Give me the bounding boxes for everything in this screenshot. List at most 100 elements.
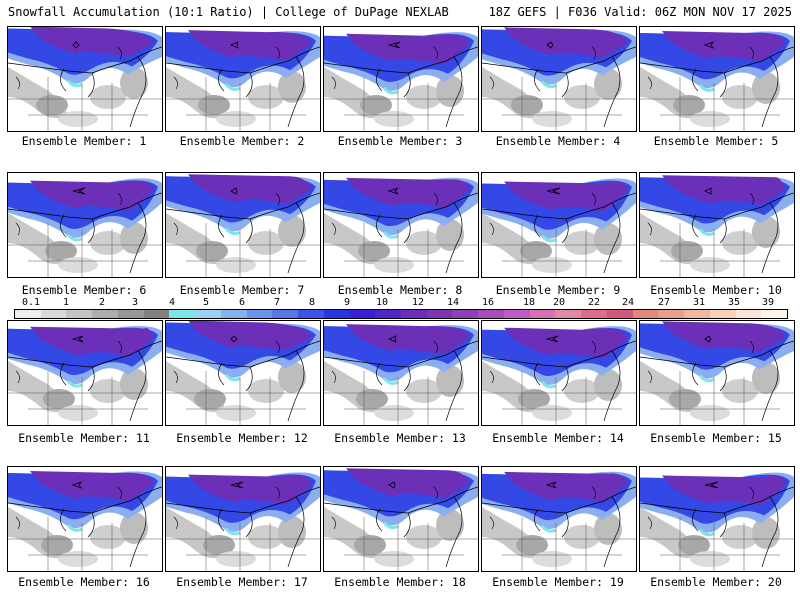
color-scale-tick-label: 6 bbox=[238, 297, 246, 308]
ensemble-member-label: Ensemble Member: 2 bbox=[179, 134, 305, 148]
ensemble-member-label: Ensemble Member: 19 bbox=[492, 575, 624, 589]
color-scale-tick-label: 31 bbox=[692, 297, 706, 308]
color-scale-segment bbox=[349, 310, 376, 318]
ensemble-member-map-14 bbox=[481, 320, 637, 426]
ensemble-member-label: Ensemble Member: 7 bbox=[179, 283, 305, 297]
snowfall-map bbox=[482, 27, 636, 131]
ensemble-member-map-2 bbox=[165, 26, 321, 132]
color-scale-segment bbox=[401, 310, 427, 318]
ensemble-member-map-4 bbox=[481, 26, 637, 132]
ensemble-member-label: Ensemble Member: 12 bbox=[176, 431, 308, 445]
color-scale-tick-label: 9 bbox=[343, 297, 351, 308]
ensemble-member-label: Ensemble Member: 3 bbox=[337, 134, 463, 148]
color-scale-segment bbox=[323, 310, 350, 318]
ensemble-member-map-17 bbox=[165, 466, 321, 572]
ensemble-member-label: Ensemble Member: 16 bbox=[18, 575, 150, 589]
ensemble-member-label: Ensemble Member: 8 bbox=[337, 283, 463, 297]
ensemble-member-map-13 bbox=[323, 320, 479, 426]
snowfall-map bbox=[482, 467, 636, 571]
ensemble-member-map-20 bbox=[639, 466, 795, 572]
ensemble-member-label: Ensemble Member: 20 bbox=[650, 575, 782, 589]
ensemble-member-label: Ensemble Member: 13 bbox=[334, 431, 466, 445]
snowfall-map bbox=[482, 173, 636, 277]
chart-title: Snowfall Accumulation (10:1 Ratio) | Col… bbox=[8, 5, 449, 19]
color-scale-tick-label: 20 bbox=[552, 297, 566, 308]
ensemble-member-label: Ensemble Member: 1 bbox=[21, 134, 147, 148]
color-scale-tick-label: 2 bbox=[98, 297, 106, 308]
color-scale-segment bbox=[66, 310, 93, 318]
color-scale-segment bbox=[220, 310, 247, 318]
ensemble-member-map-12 bbox=[165, 320, 321, 426]
ensemble-member-label: Ensemble Member: 15 bbox=[650, 431, 782, 445]
ensemble-member-map-9 bbox=[481, 172, 637, 278]
color-scale-segment bbox=[143, 310, 170, 318]
ensemble-member-label: Ensemble Member: 4 bbox=[495, 134, 621, 148]
color-scale-segment bbox=[272, 310, 299, 318]
ensemble-member-label: Ensemble Member: 5 bbox=[653, 134, 779, 148]
color-scale-segment bbox=[503, 310, 530, 318]
ensemble-member-label: Ensemble Member: 14 bbox=[492, 431, 624, 445]
snowfall-map bbox=[640, 467, 794, 571]
color-scale-tick-label: 35 bbox=[727, 297, 741, 308]
color-scale-tick-label: 3 bbox=[131, 297, 139, 308]
ensemble-member-map-16 bbox=[7, 466, 163, 572]
color-scale-segment bbox=[632, 310, 659, 318]
ensemble-member-map-7 bbox=[165, 172, 321, 278]
color-scale-tick-label: 5 bbox=[202, 297, 210, 308]
snowfall-map bbox=[8, 173, 162, 277]
snowfall-map bbox=[640, 27, 794, 131]
ensemble-member-map-3 bbox=[323, 26, 479, 132]
snowfall-map bbox=[166, 467, 320, 571]
color-scale-segment bbox=[555, 310, 582, 318]
color-scale-segment bbox=[117, 310, 144, 318]
ensemble-member-label: Ensemble Member: 10 bbox=[650, 283, 782, 297]
color-scale-tick-label: 1 bbox=[62, 297, 70, 308]
snowfall-map bbox=[324, 27, 478, 131]
color-scale-tick-label: 10 bbox=[375, 297, 389, 308]
ensemble-member-map-10 bbox=[639, 172, 795, 278]
color-scale-segment bbox=[426, 310, 453, 318]
snowfall-map bbox=[166, 321, 320, 425]
color-scale-segment bbox=[298, 310, 324, 318]
color-scale-tick-label: 27 bbox=[657, 297, 671, 308]
color-scale-segment bbox=[606, 310, 633, 318]
color-scale-tick-label: 4 bbox=[168, 297, 176, 308]
color-scale-tick-label: 12 bbox=[411, 297, 425, 308]
color-scale-segment bbox=[581, 310, 607, 318]
color-scale-segment bbox=[658, 310, 685, 318]
ensemble-member-label: Ensemble Member: 6 bbox=[21, 283, 147, 297]
snowfall-map bbox=[482, 321, 636, 425]
color-scale-segment bbox=[92, 310, 118, 318]
snowfall-map bbox=[640, 321, 794, 425]
color-scale-segment bbox=[709, 310, 736, 318]
ensemble-member-label: Ensemble Member: 18 bbox=[334, 575, 466, 589]
color-scale-segment bbox=[40, 310, 67, 318]
ensemble-member-map-18 bbox=[323, 466, 479, 572]
ensemble-member-map-5 bbox=[639, 26, 795, 132]
color-scale-tick-label: 16 bbox=[481, 297, 495, 308]
color-scale-tick-label: 22 bbox=[587, 297, 601, 308]
ensemble-member-label: Ensemble Member: 17 bbox=[176, 575, 308, 589]
snowfall-map bbox=[166, 173, 320, 277]
ensemble-member-map-19 bbox=[481, 466, 637, 572]
color-scale-segment bbox=[375, 310, 402, 318]
color-scale-segment bbox=[478, 310, 504, 318]
ensemble-member-map-6 bbox=[7, 172, 163, 278]
color-scale-segment bbox=[452, 310, 479, 318]
ensemble-member-map-11 bbox=[7, 320, 163, 426]
color-scale-tick-label: 39 bbox=[761, 297, 775, 308]
color-scale-tick-label: 18 bbox=[522, 297, 536, 308]
ensemble-member-map-8 bbox=[323, 172, 479, 278]
color-scale-segment bbox=[684, 310, 710, 318]
ensemble-member-label: Ensemble Member: 9 bbox=[495, 283, 621, 297]
snowfall-map bbox=[324, 467, 478, 571]
color-scale-segment bbox=[246, 310, 273, 318]
color-scale-tick-label: 7 bbox=[273, 297, 281, 308]
color-scale-segment bbox=[529, 310, 556, 318]
snowfall-map bbox=[8, 321, 162, 425]
color-scale-segment bbox=[195, 310, 221, 318]
snowfall-map bbox=[166, 27, 320, 131]
model-run-info: 18Z GEFS | F036 Valid: 06Z MON NOV 17 20… bbox=[488, 5, 792, 19]
snowfall-map bbox=[8, 467, 162, 571]
ensemble-member-map-15 bbox=[639, 320, 795, 426]
